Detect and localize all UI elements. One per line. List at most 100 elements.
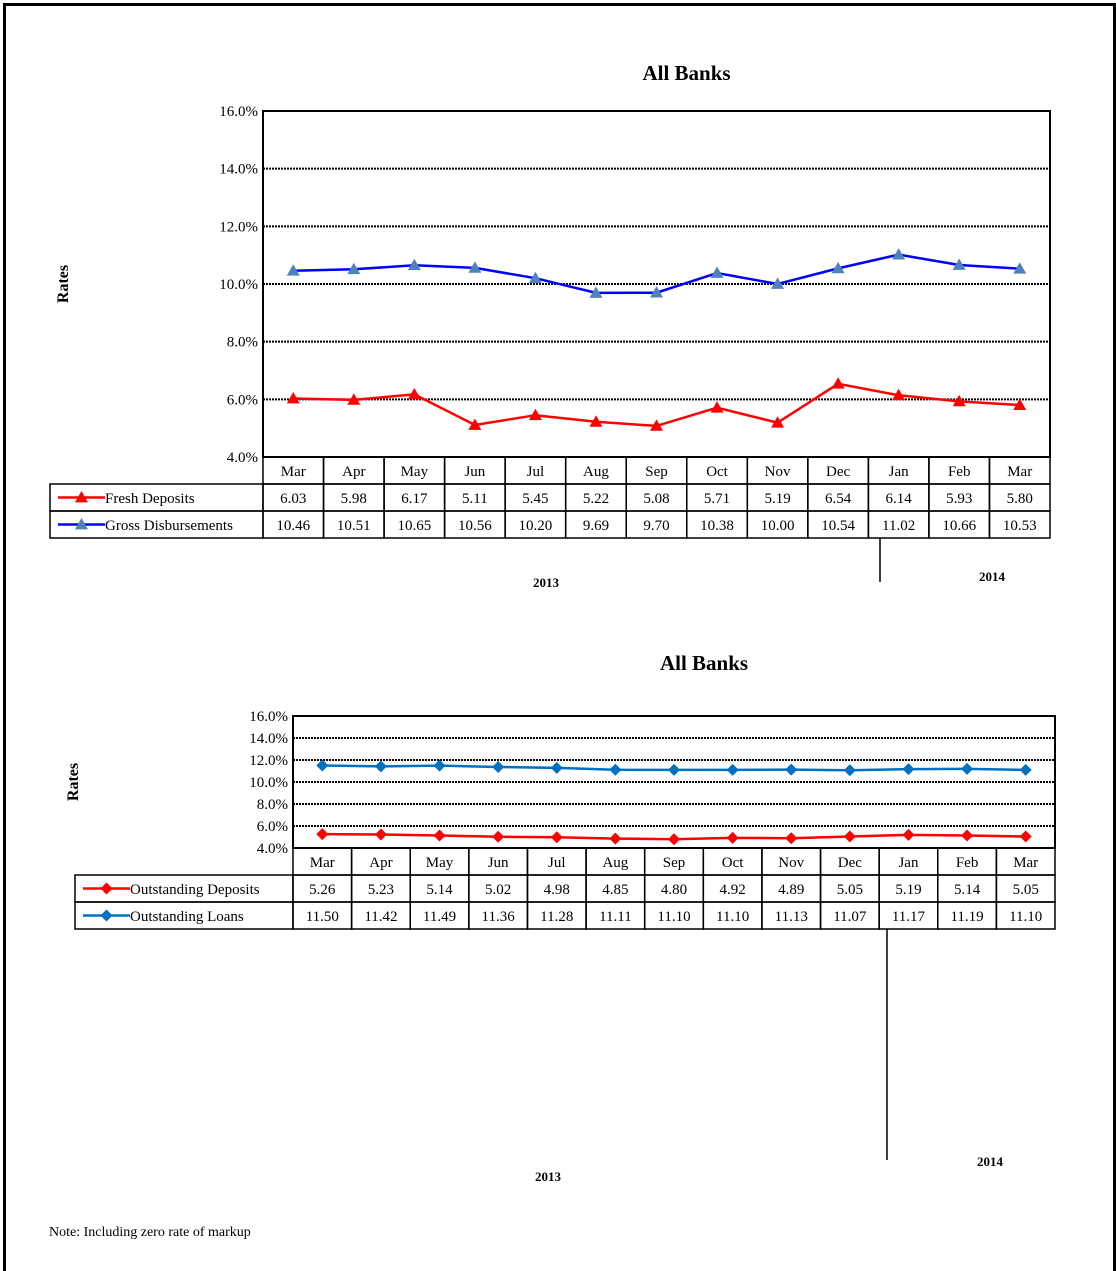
category-label: Mar [281,464,306,480]
legend-marker [100,882,113,895]
legend-label: Fresh Deposits [105,491,195,507]
legend-marker [75,518,88,530]
value-label: 11.42 [364,909,397,925]
y-tick-label: 16.0% [249,709,288,725]
y-axis-label: Rates [55,265,72,303]
y-tick-label: 10.0% [249,775,288,791]
data-point [609,832,622,845]
data-point [668,763,680,776]
data-point [609,763,622,776]
value-label: 11.10 [716,909,749,925]
data-point [286,391,300,404]
value-label: 11.02 [882,518,915,534]
value-label: 5.26 [309,882,336,898]
category-label: Apr [369,855,392,871]
value-label: 6.03 [280,491,306,507]
value-label: 10.66 [942,518,976,534]
legend-label: Outstanding Loans [130,909,244,925]
value-label: 10.51 [337,518,371,534]
data-point [316,759,329,772]
category-label: Mar [1013,855,1038,871]
category-label: May [426,855,454,871]
y-tick-label: 4.0% [227,450,258,466]
value-label: 5.05 [1013,882,1039,898]
value-label: 5.11 [462,491,488,507]
data-point [771,416,785,428]
value-label: 5.98 [341,491,367,507]
legend-marker [100,909,113,922]
value-label: 5.14 [426,882,453,898]
value-label: 10.00 [761,518,795,534]
value-label: 5.19 [764,491,790,507]
data-point [1019,763,1032,776]
data-point [347,393,361,405]
y-tick-label: 8.0% [227,335,258,351]
category-label: Jun [488,855,509,871]
page-frame [3,3,1116,1271]
value-label: 5.80 [1007,491,1033,507]
data-point [831,377,845,389]
data-point [843,830,856,843]
footnote: Note: Including zero rate of markup [49,1225,251,1240]
value-label: 5.71 [704,491,730,507]
value-label: 4.92 [719,882,745,898]
category-label: Jun [464,464,485,480]
value-label: 9.69 [583,518,609,534]
data-point [710,401,724,413]
value-label: 11.49 [423,909,456,925]
data-point [831,261,845,274]
category-label: Nov [778,855,804,871]
category-label: Mar [310,855,335,871]
data-point [1019,830,1032,843]
data-point [843,764,856,777]
data-point [771,277,785,289]
data-point [347,262,361,275]
data-point [407,387,421,400]
y-tick-label: 10.0% [219,277,258,293]
data-point [589,415,603,427]
data-point [726,763,739,776]
value-label: 5.05 [837,882,863,898]
category-label: Feb [948,464,971,480]
value-label: 4.85 [602,882,628,898]
value-cell [995,901,1056,930]
value-label: 11.11 [599,909,632,925]
value-label: 11.50 [306,909,339,925]
y-tick-label: 6.0% [257,819,288,835]
value-label: 11.07 [833,909,867,925]
legend-label: Outstanding Deposits [130,882,260,898]
data-point [892,248,906,260]
category-label: Nov [765,464,791,480]
value-label: 11.10 [657,909,690,925]
data-point [374,828,387,841]
data-point [961,762,974,775]
value-label: 5.08 [643,491,669,507]
value-label: 10.65 [397,518,431,534]
category-label: Sep [663,855,686,871]
value-label: 5.19 [895,882,921,898]
value-cell [988,510,1051,539]
value-label: 10.54 [821,518,855,534]
category-label: Feb [956,855,979,871]
value-label: 4.98 [544,882,570,898]
value-label: 5.02 [485,882,511,898]
value-label: 11.13 [775,909,808,925]
data-point [433,759,446,772]
data-point [528,271,542,284]
category-label: Jan [898,855,918,871]
data-point [492,761,505,774]
year-label: 2013 [535,1169,562,1184]
category-label: Oct [722,855,744,871]
category-label: Aug [602,855,628,871]
data-point [433,829,446,842]
data-point [492,830,505,843]
y-tick-label: 16.0% [219,104,258,120]
y-axis-label: Rates [65,763,82,801]
data-point [407,258,421,271]
data-point [961,829,974,842]
value-label: 11.19 [950,909,983,925]
legend-label: Gross Disbursements [105,518,233,534]
value-label: 10.53 [1003,518,1037,534]
y-tick-label: 14.0% [249,731,288,747]
